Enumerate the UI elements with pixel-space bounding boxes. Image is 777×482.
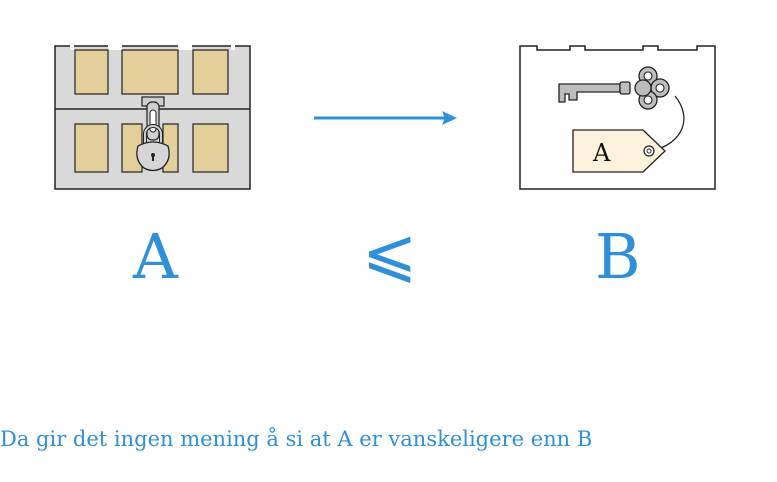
right-label: B	[595, 220, 641, 293]
relation-symbol: ⩽	[362, 214, 418, 291]
left-label: A	[133, 220, 178, 293]
tag-label: A	[592, 139, 611, 167]
caption: Da gir det ingen mening å si at A er van…	[0, 427, 593, 451]
locked-chest-icon	[54, 44, 251, 190]
open-box-with-key-icon: A	[519, 45, 716, 190]
arrow-right-icon	[314, 111, 457, 125]
